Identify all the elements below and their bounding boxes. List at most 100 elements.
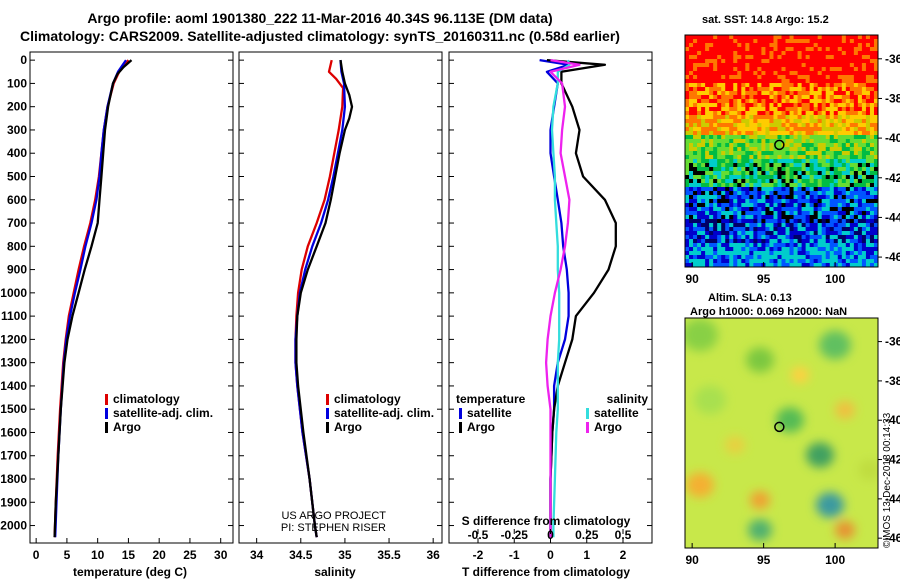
sst-cell <box>697 199 702 204</box>
sst-cell <box>873 39 878 44</box>
sst-cell <box>789 247 795 252</box>
sst-cell <box>841 139 847 144</box>
sst-cell <box>809 143 815 148</box>
sst-cell <box>801 195 807 200</box>
sst-cell <box>709 91 714 96</box>
sst-cell <box>837 247 843 252</box>
sst-cell <box>801 207 807 212</box>
sst-cell <box>713 215 718 220</box>
sst-cell <box>741 47 746 52</box>
depth-tick-label: 2000 <box>0 519 27 533</box>
sst-cell <box>853 171 859 176</box>
sst-cell <box>741 83 746 88</box>
sst-cell <box>737 223 742 228</box>
sst-cell <box>765 147 770 152</box>
sst-cell <box>725 79 730 84</box>
sst-cell <box>705 79 710 84</box>
sst-cell <box>761 203 766 208</box>
sst-cell <box>729 167 734 172</box>
sst-cell <box>873 95 878 100</box>
x-tick-label: 25 <box>183 548 197 562</box>
sst-cell <box>713 251 718 256</box>
sst-cell <box>693 103 698 108</box>
sst-cell <box>765 199 770 204</box>
sst-cell <box>833 147 839 152</box>
sst-cell <box>801 239 807 244</box>
sst-cell <box>697 243 702 248</box>
sst-cell <box>761 179 766 184</box>
sst-cell <box>773 235 778 240</box>
sst-cell <box>861 139 867 144</box>
sst-cell <box>821 75 827 80</box>
sst-cell <box>817 103 823 108</box>
sst-cell <box>777 59 782 64</box>
sst-cell <box>801 231 807 236</box>
sst-cell <box>801 63 807 68</box>
sst-cell <box>777 167 782 172</box>
sst-cell <box>693 127 698 132</box>
sst-cell <box>745 195 750 200</box>
sst-cell <box>817 187 823 192</box>
sst-cell <box>753 71 758 76</box>
sst-cell <box>825 55 831 60</box>
sst-cell <box>777 139 782 144</box>
sst-cell <box>785 67 791 72</box>
sst-cell <box>717 195 722 200</box>
sst-cell <box>841 107 847 112</box>
sst-cell <box>805 119 811 124</box>
sst-cell <box>797 51 803 56</box>
sst-cell <box>833 211 839 216</box>
sst-cell <box>781 99 787 104</box>
sst-cell <box>865 155 871 160</box>
sst-cell <box>793 155 799 160</box>
sst-cell <box>705 195 710 200</box>
sst-cell <box>721 99 726 104</box>
sst-cell <box>685 95 690 100</box>
sst-cell <box>717 187 722 192</box>
sst-cell <box>837 139 843 144</box>
sst-cell <box>841 171 847 176</box>
sst-cell <box>809 203 815 208</box>
sst-cell <box>693 247 698 252</box>
sst-cell <box>845 207 851 212</box>
sst-cell <box>829 131 835 136</box>
sst-cell <box>841 123 847 128</box>
sst-cell <box>873 87 878 92</box>
sst-cell <box>753 67 758 72</box>
sst-cell <box>749 75 754 80</box>
sst-cell <box>809 211 815 216</box>
sst-cell <box>869 75 875 80</box>
sst-cell <box>869 255 875 260</box>
sst-cell <box>713 231 718 236</box>
sst-cell <box>825 155 831 160</box>
sst-cell <box>729 139 734 144</box>
sst-cell <box>853 131 859 136</box>
sst-cell <box>773 263 778 267</box>
sst-cell <box>821 247 827 252</box>
sst-cell <box>685 179 690 184</box>
sst-cell <box>829 99 835 104</box>
sst-cell <box>789 99 795 104</box>
sst-cell <box>689 175 694 180</box>
sst-cell <box>825 171 831 176</box>
sst-cell <box>729 215 734 220</box>
sst-cell <box>781 171 787 176</box>
sst-cell <box>785 235 791 240</box>
sst-cell <box>741 75 746 80</box>
sst-cell <box>821 219 827 224</box>
sst-cell <box>729 135 734 140</box>
sst-cell <box>813 167 819 172</box>
sst-cell <box>813 131 819 136</box>
sst-cell <box>753 59 758 64</box>
sst-cell <box>705 43 710 48</box>
sst-cell <box>725 123 730 128</box>
sst-cell <box>801 151 807 156</box>
sst-cell <box>733 147 738 152</box>
sst-cell <box>825 247 831 252</box>
sst-cell <box>813 47 819 52</box>
sst-cell <box>781 83 787 88</box>
sst-cell <box>805 179 811 184</box>
sst-cell <box>793 55 799 60</box>
sst-cell <box>821 179 827 184</box>
sst-cell <box>705 87 710 92</box>
